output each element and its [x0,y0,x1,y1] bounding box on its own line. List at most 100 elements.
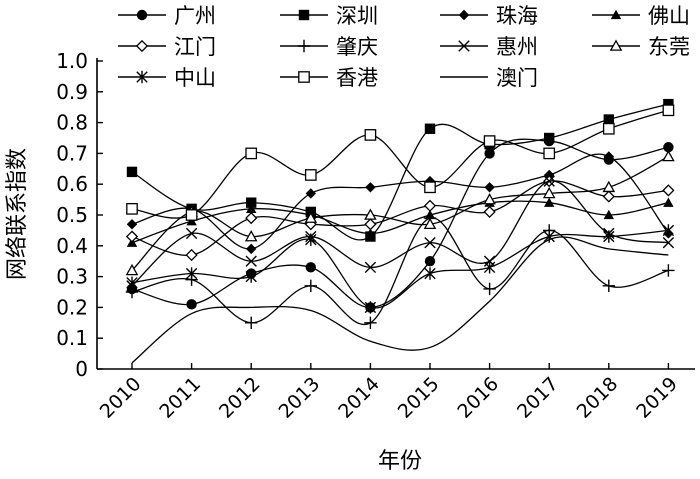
y-tick-label: 0.7 [56,141,88,165]
x-tick-label: 2015 [394,373,444,423]
data-point [245,147,258,160]
series-line [131,155,669,271]
y-tick-label: 0 [75,357,88,381]
data-point [544,132,555,144]
data-point [365,228,376,238]
data-point [484,182,495,193]
legend-marker [136,70,148,84]
axes [96,58,695,370]
y-tick-label: 0.1 [56,326,88,350]
data-point [543,147,556,160]
y-axis-label: 网络联系指数 [5,148,30,280]
data-point [543,175,555,187]
data-point [603,114,614,125]
x-tick-label: 2012 [215,373,265,423]
data-point [304,279,317,293]
legend-label: 佛山 [648,4,690,28]
x-tick-label: 2013 [275,373,325,423]
legend-item: 珠海 [440,4,538,28]
series-line [131,109,669,219]
data-point [185,227,198,240]
y-tick-label: 0.4 [56,234,88,258]
x-tick-label: 2018 [573,373,623,423]
data-point [603,151,614,162]
legend-marker [458,9,470,21]
data-point [125,263,139,276]
data-point [185,209,198,221]
legend-label: 肇庆 [336,35,378,59]
legend-label: 江门 [174,35,216,59]
series-香港 [126,104,675,221]
y-axis-tick-labels: 0 0.1 0.2 0.3 0.4 0.5 0.6 0.7 0.8 0.9 1.0 [56,49,88,381]
legend-item: 佛山 [592,4,690,28]
y-tick-label: 0.3 [56,265,88,289]
data-point [483,205,496,219]
data-point [663,197,674,207]
data-point [602,180,616,193]
data-point [423,199,437,212]
x-axis-label: 年份 [378,449,422,474]
series-line [131,103,669,241]
data-point [304,211,318,223]
legend-marker [610,9,622,20]
data-point [602,279,615,293]
x-axis-tick-labels: 2010 2011 2012 2013 2014 2015 2016 2017 2018 2019 [96,373,682,423]
legend-marker [458,40,470,52]
series-肇庆 [125,211,675,329]
data-point [602,122,615,135]
data-point [364,218,377,231]
data-point [662,237,675,249]
series-惠州 [126,175,675,292]
data-point [424,256,436,267]
data-point [244,230,258,242]
data-point [246,203,257,213]
legend-marker [609,39,623,51]
legend-label: 珠海 [496,4,538,28]
data-point [126,219,138,230]
data-point [126,166,138,178]
y-tick-label: 1.0 [56,49,88,73]
legend-marker [298,71,310,83]
series-line [131,200,669,244]
legend-label: 澳门 [496,66,538,90]
data-point [245,211,258,225]
data-point [304,169,317,181]
x-tick-label: 2010 [96,373,146,423]
data-point [543,230,555,243]
series-line [131,153,669,250]
x-tick-label: 2017 [513,373,563,423]
x-tick-label: 2014 [334,373,384,423]
legend-label: 中山 [174,66,216,90]
data-point [305,262,316,273]
data-point [544,169,555,181]
data-point [663,142,674,153]
data-point [364,208,377,220]
data-point [305,188,316,199]
data-point [126,276,138,289]
data-point [483,282,496,296]
x-tick-label: 2016 [453,373,503,423]
data-point [186,299,197,310]
legend-marker [136,9,148,21]
data-point [364,261,377,274]
series-layer [125,98,675,364]
data-point [185,248,198,262]
legend-label: 深圳 [336,4,378,28]
legend-item: 江门 [118,35,216,59]
series-line [131,217,669,326]
data-point [603,209,614,220]
data-point [246,197,257,208]
data-point [424,267,436,280]
series-line [131,236,669,364]
legend-marker [298,9,310,21]
legend-label: 香港 [336,66,378,90]
data-point [483,193,496,205]
series-东莞 [125,149,675,276]
data-point [663,98,674,110]
legend-item: 东莞 [592,35,690,59]
data-point [424,123,436,134]
series-line [131,229,669,309]
data-point [662,264,675,277]
